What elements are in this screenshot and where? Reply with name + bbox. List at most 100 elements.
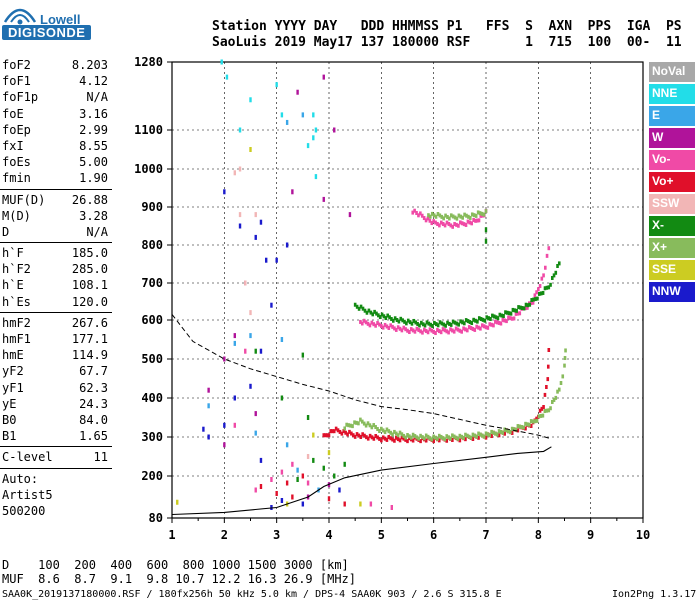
trace-mark <box>444 213 447 218</box>
trace-mark <box>413 329 417 334</box>
noise-mark <box>259 348 263 354</box>
trace-mark <box>411 210 415 215</box>
trace-mark <box>427 213 430 218</box>
trace-mark <box>449 213 453 218</box>
trace-mark <box>507 429 510 434</box>
noise-mark <box>223 442 226 448</box>
noise-mark <box>233 395 236 401</box>
trace-mark <box>357 433 361 438</box>
trace-mark <box>543 392 547 397</box>
noise-mark <box>275 257 278 263</box>
trace-mark <box>533 293 537 298</box>
trace-mark <box>478 211 482 216</box>
param-value: 1.65 <box>79 429 108 444</box>
param-divider <box>0 188 112 190</box>
trace-mark <box>440 321 444 326</box>
trace-mark <box>469 215 472 220</box>
trace-mark <box>394 431 398 436</box>
trace-mark <box>378 322 381 327</box>
trace-mark <box>357 421 360 426</box>
trace-mark <box>381 428 385 433</box>
y-tick-label: 600 <box>141 313 163 327</box>
trace-mark <box>389 430 392 435</box>
noise-mark <box>233 340 236 346</box>
trace-mark <box>355 304 359 309</box>
trace-mark <box>538 408 542 413</box>
trace-mark <box>465 213 468 218</box>
trace-mark <box>543 409 547 414</box>
noise-mark <box>369 501 373 507</box>
noise-mark <box>306 415 310 420</box>
param-value: N/A <box>86 90 108 105</box>
noise-mark <box>301 473 305 479</box>
noise-mark <box>238 127 242 133</box>
trace-mark <box>455 216 459 221</box>
noise-mark <box>338 487 341 493</box>
trace-mark <box>497 433 501 438</box>
trace-mark <box>503 431 506 436</box>
trace-mark <box>430 211 434 216</box>
trace-mark <box>477 218 481 223</box>
param-value: 2.99 <box>79 122 108 137</box>
trace-mark <box>361 419 364 424</box>
trace-mark <box>547 408 551 413</box>
noise-mark <box>275 491 278 496</box>
noise-mark <box>207 434 210 440</box>
x-tick-label: 3 <box>273 528 280 542</box>
trace-mark <box>429 322 432 327</box>
trace-mark <box>535 416 538 421</box>
trace-mark <box>444 323 447 328</box>
trace-mark <box>494 431 497 436</box>
trace-mark <box>441 327 445 332</box>
trace-mark <box>451 437 454 442</box>
trace-mark <box>454 326 458 331</box>
trace-mark <box>415 435 419 440</box>
noise-mark <box>223 189 226 195</box>
trace-mark <box>448 216 451 221</box>
trace-mark <box>495 432 499 437</box>
param-row: B1 1.65 <box>0 428 112 444</box>
trace-mark <box>372 436 376 441</box>
trace-mark <box>336 428 340 433</box>
digisonde-logo-mark <box>3 4 37 26</box>
noise-mark <box>291 494 294 500</box>
param-row: yF1 62.3 <box>0 380 112 396</box>
trace-mark <box>485 315 489 320</box>
noise-mark <box>249 97 252 103</box>
param-value: 185.0 <box>71 246 108 261</box>
trace-mark <box>466 219 470 224</box>
param-row: C-level 11 <box>0 449 112 465</box>
trace-mark <box>436 327 439 332</box>
trace-mark <box>393 316 397 321</box>
trace-mark <box>486 432 490 437</box>
trace-mark <box>396 437 400 442</box>
trace-mark <box>469 435 473 440</box>
noise-mark <box>484 238 488 244</box>
trace-mark <box>426 330 430 335</box>
header-line-2: SaoLuis 2019 May17 137 180000 RSF 1 715 … <box>212 35 682 50</box>
legend-item: NNE <box>649 84 695 104</box>
trace-mark <box>331 429 334 434</box>
param-row: hmE 114.9 <box>0 347 112 363</box>
legend-item: Vo- <box>649 150 695 170</box>
trace-mark <box>383 430 387 435</box>
trace-mark <box>524 426 527 431</box>
autoscaling-line: Artist5 <box>2 487 53 502</box>
trace-mark <box>411 328 415 333</box>
param-row: h`Es 120.0 <box>0 294 112 310</box>
trace-mark <box>511 307 515 312</box>
trace-mark <box>506 310 509 315</box>
param-row: M(D) 3.28 <box>0 208 112 224</box>
param-value: 26.88 <box>71 192 108 207</box>
trace-mark <box>322 433 326 438</box>
trace-mark <box>364 320 368 325</box>
trace-mark <box>484 431 488 436</box>
trace-mark <box>455 321 459 326</box>
trace-mark <box>424 218 428 223</box>
param-label: foF1 <box>2 74 31 89</box>
noise-mark <box>270 477 273 482</box>
param-value: 114.9 <box>71 348 108 363</box>
param-value: 11 <box>93 450 108 465</box>
trace-mark <box>474 213 478 218</box>
trace-mark <box>419 329 422 334</box>
